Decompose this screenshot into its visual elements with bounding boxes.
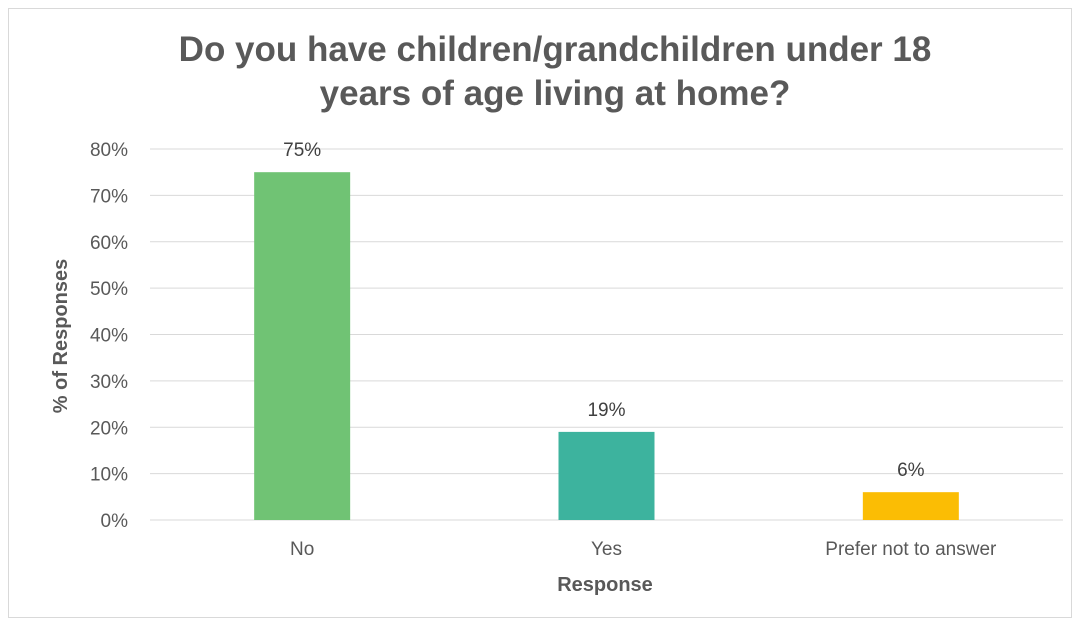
y-tick-label: 40%	[90, 326, 128, 347]
y-tick-label: 10%	[90, 465, 128, 486]
bars: 75% 19% 6%	[254, 140, 959, 520]
x-axis-title: Response	[557, 574, 653, 596]
y-tick-label: 60%	[90, 233, 128, 254]
y-tick-label: 50%	[90, 279, 128, 300]
data-label: 75%	[283, 140, 321, 161]
x-axis-ticks: No Yes Prefer not to answer	[290, 539, 997, 560]
y-axis-ticks: 0% 10% 20% 30% 40% 50% 60% 70% 80%	[90, 140, 128, 532]
y-axis-title: % of Responses	[50, 259, 72, 413]
y-tick-label: 30%	[90, 372, 128, 393]
y-tick-label: 0%	[101, 511, 129, 532]
x-tick-label: Prefer not to answer	[825, 539, 997, 560]
x-tick-label: Yes	[591, 539, 622, 560]
y-tick-label: 20%	[90, 418, 128, 439]
bar-no	[254, 172, 351, 520]
chart-title: Do you have children/grandchildren under…	[178, 30, 932, 113]
data-label: 6%	[897, 460, 925, 481]
x-tick-label: No	[290, 539, 314, 560]
y-tick-label: 70%	[90, 186, 128, 207]
bar-yes	[558, 431, 655, 520]
bar-prefer-not-to-answer	[862, 492, 959, 520]
y-tick-label: 80%	[90, 140, 128, 161]
data-label: 19%	[587, 400, 625, 421]
